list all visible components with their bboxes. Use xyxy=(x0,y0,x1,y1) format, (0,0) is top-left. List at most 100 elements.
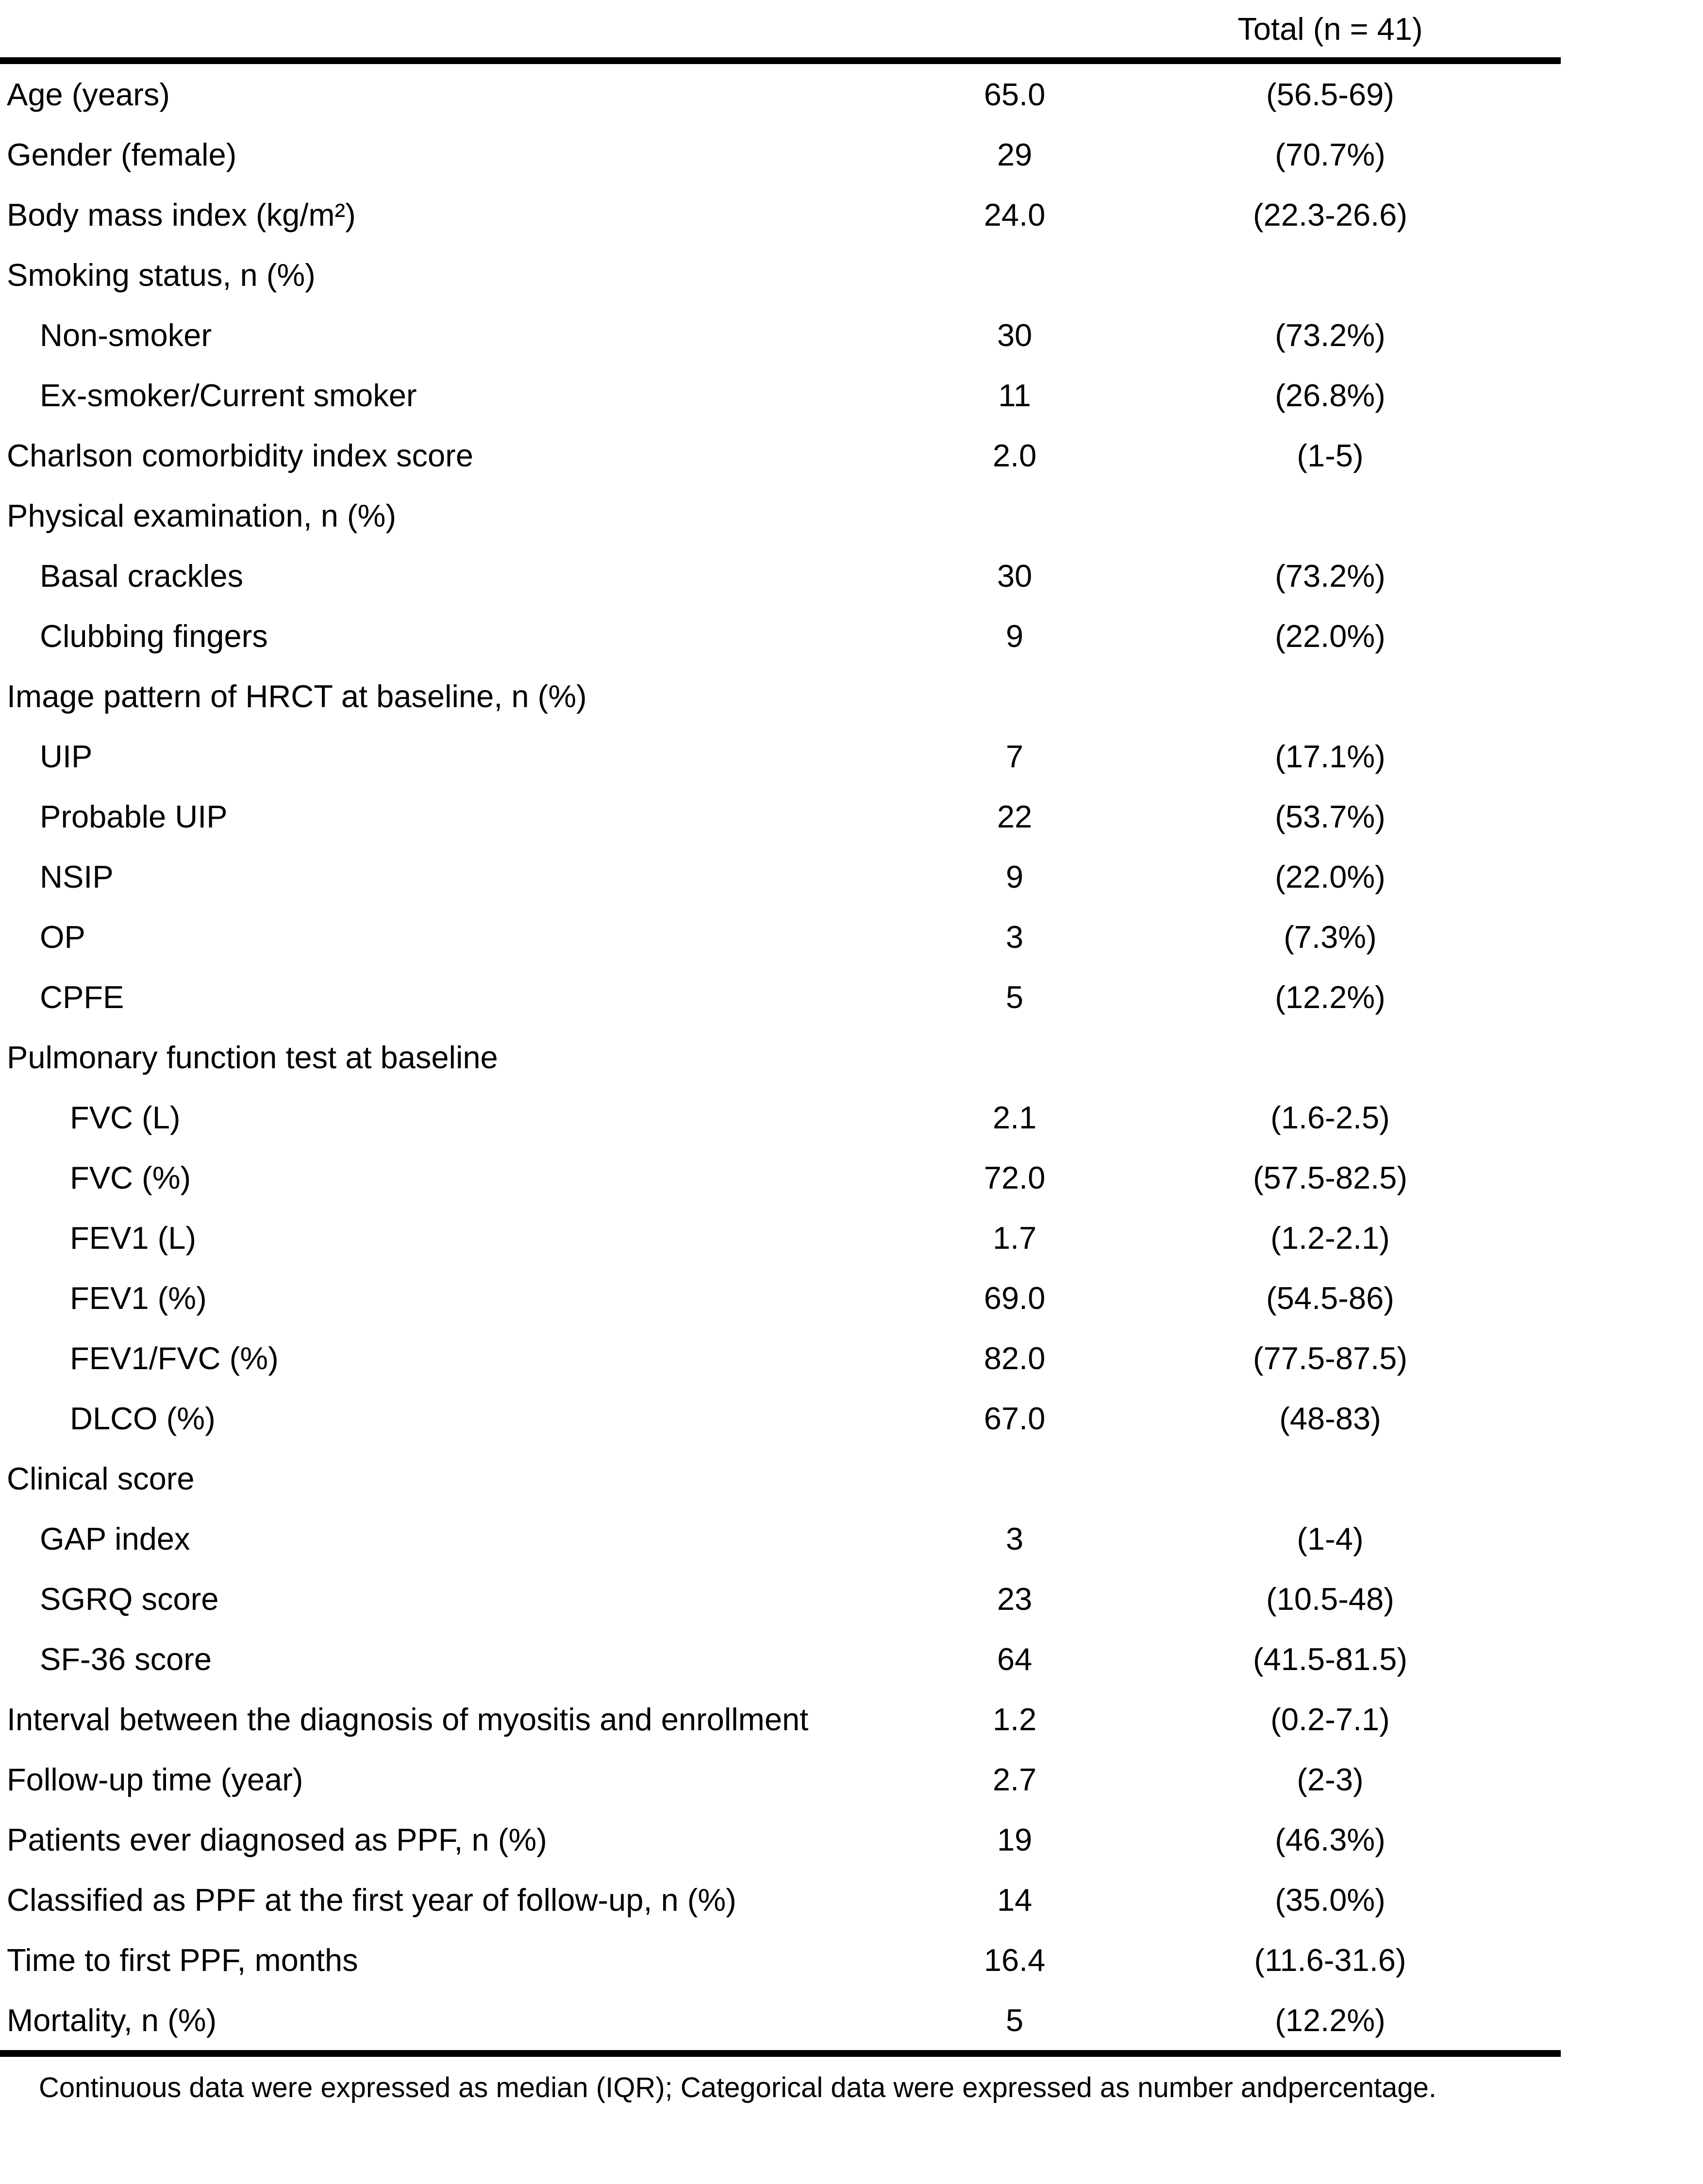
row-spacer xyxy=(1500,907,1561,967)
row-label: Image pattern of HRCT at baseline, n (%) xyxy=(7,678,587,714)
row-value: 9 xyxy=(1005,859,1024,894)
row-spacer xyxy=(1500,1629,1561,1689)
row-iqr: (46.3%) xyxy=(1275,1821,1386,1857)
row-value: 2.1 xyxy=(992,1099,1037,1135)
row-label: Gender (female) xyxy=(7,136,237,172)
table-row: FEV1 (%) 69.0 (54.5-86) xyxy=(0,1268,1561,1328)
row-spacer xyxy=(1500,1930,1561,1990)
table-row: FEV1 (L) 1.7 (1.2-2.1) xyxy=(0,1208,1561,1268)
row-value: 65.0 xyxy=(984,76,1046,112)
row-spacer xyxy=(1500,1268,1561,1328)
row-label: Basal crackles xyxy=(40,558,244,594)
row-iqr: (1-4) xyxy=(1297,1521,1364,1556)
row-iqr: (17.1%) xyxy=(1275,738,1386,774)
table-row: Clubbing fingers 9 (22.0%) xyxy=(0,606,1561,666)
table-row: FVC (L) 2.1 (1.6-2.5) xyxy=(0,1087,1561,1147)
row-spacer xyxy=(1500,967,1561,1027)
row-label: Body mass index (kg/m²) xyxy=(7,197,356,232)
row-spacer xyxy=(1500,124,1561,184)
row-iqr: (41.5-81.5) xyxy=(1253,1641,1407,1677)
table-row: Probable UIP 22 (53.7%) xyxy=(0,786,1561,846)
row-iqr: (54.5-86) xyxy=(1266,1280,1394,1316)
table-row: OP 3 (7.3%) xyxy=(0,907,1561,967)
row-value xyxy=(869,485,1160,546)
row-spacer xyxy=(1500,365,1561,425)
table-row: FEV1/FVC (%) 82.0 (77.5-87.5) xyxy=(0,1328,1561,1388)
column-header-total: Total (n = 41) xyxy=(1160,0,1500,64)
row-value: 1.7 xyxy=(992,1220,1037,1256)
row-value: 69.0 xyxy=(984,1280,1046,1316)
row-iqr: (56.5-69) xyxy=(1266,76,1394,112)
row-spacer xyxy=(1500,184,1561,245)
row-iqr: (22.0%) xyxy=(1275,859,1386,894)
row-value: 2.0 xyxy=(992,437,1037,473)
row-label: Clubbing fingers xyxy=(40,618,268,654)
table-row: Body mass index (kg/m²) 24.0 (22.3-26.6) xyxy=(0,184,1561,245)
row-value: 30 xyxy=(997,317,1033,353)
row-iqr xyxy=(1160,1027,1500,1087)
row-iqr: (1.2-2.1) xyxy=(1270,1220,1390,1256)
row-spacer xyxy=(1500,546,1561,606)
row-iqr xyxy=(1160,485,1500,546)
row-value xyxy=(869,666,1160,726)
row-iqr: (73.2%) xyxy=(1275,558,1386,594)
row-iqr: (12.2%) xyxy=(1275,979,1386,1015)
row-iqr: (10.5-48) xyxy=(1266,1581,1394,1617)
row-spacer xyxy=(1500,1087,1561,1147)
row-value xyxy=(869,245,1160,305)
row-value: 29 xyxy=(997,136,1033,172)
row-label: Non-smoker xyxy=(40,317,212,353)
table-row: Image pattern of HRCT at baseline, n (%) xyxy=(0,666,1561,726)
row-label: FEV1 (%) xyxy=(70,1280,207,1316)
row-label: NSIP xyxy=(40,859,114,894)
row-value: 3 xyxy=(1005,1521,1024,1556)
table-row: Charlson comorbidity index score 2.0 (1-… xyxy=(0,425,1561,485)
row-value: 72.0 xyxy=(984,1159,1046,1195)
row-iqr: (7.3%) xyxy=(1284,919,1377,955)
row-label: Smoking status, n (%) xyxy=(7,257,316,293)
row-iqr: (22.0%) xyxy=(1275,618,1386,654)
row-label: Charlson comorbidity index score xyxy=(7,437,473,473)
row-value: 82.0 xyxy=(984,1340,1046,1376)
table-row: Ex-smoker/Current smoker 11 (26.8%) xyxy=(0,365,1561,425)
row-iqr: (53.7%) xyxy=(1275,798,1386,834)
table-row: Pulmonary function test at baseline xyxy=(0,1027,1561,1087)
row-value: 19 xyxy=(997,1821,1033,1857)
table-header: Total (n = 41) xyxy=(0,0,1561,64)
table-row: SGRQ score 23 (10.5-48) xyxy=(0,1569,1561,1629)
row-spacer xyxy=(1500,1448,1561,1508)
row-spacer xyxy=(1500,1870,1561,1930)
row-label: Mortality, n (%) xyxy=(0,1990,869,2057)
table-row: Time to first PPF, months 16.4 (11.6-31.… xyxy=(0,1930,1561,1990)
row-label: SGRQ score xyxy=(40,1581,219,1617)
row-label: Interval between the diagnosis of myosit… xyxy=(7,1701,809,1737)
row-label: FEV1 (L) xyxy=(70,1220,197,1256)
row-label: Pulmonary function test at baseline xyxy=(7,1039,498,1075)
row-value: 7 xyxy=(1005,738,1024,774)
row-label: FVC (%) xyxy=(70,1159,191,1195)
table-row: Smoking status, n (%) xyxy=(0,245,1561,305)
row-spacer xyxy=(1500,1569,1561,1629)
row-iqr xyxy=(1160,1448,1500,1508)
row-value: 11 xyxy=(998,377,1031,413)
row-spacer xyxy=(1500,425,1561,485)
row-label: OP xyxy=(40,919,85,955)
row-spacer xyxy=(1500,1208,1561,1268)
table-row: NSIP 9 (22.0%) xyxy=(0,846,1561,907)
table-row: Age (years) 65.0 (56.5-69) xyxy=(0,61,1561,124)
table-row: DLCO (%) 67.0 (48-83) xyxy=(0,1388,1561,1448)
row-spacer xyxy=(1500,1388,1561,1448)
table-row: Physical examination, n (%) xyxy=(0,485,1561,546)
row-value: 24.0 xyxy=(984,197,1046,232)
row-label: CPFE xyxy=(40,979,124,1015)
row-label: Clinical score xyxy=(7,1460,195,1496)
table-row: Patients ever diagnosed as PPF, n (%) 19… xyxy=(0,1809,1561,1870)
row-value: 30 xyxy=(997,558,1033,594)
row-spacer xyxy=(1500,1749,1561,1809)
row-label: Physical examination, n (%) xyxy=(7,497,396,533)
row-iqr: (26.8%) xyxy=(1275,377,1386,413)
row-spacer xyxy=(1500,61,1561,124)
row-iqr xyxy=(1160,666,1500,726)
row-label: Time to first PPF, months xyxy=(7,1942,358,1978)
row-value: 64 xyxy=(997,1641,1033,1677)
